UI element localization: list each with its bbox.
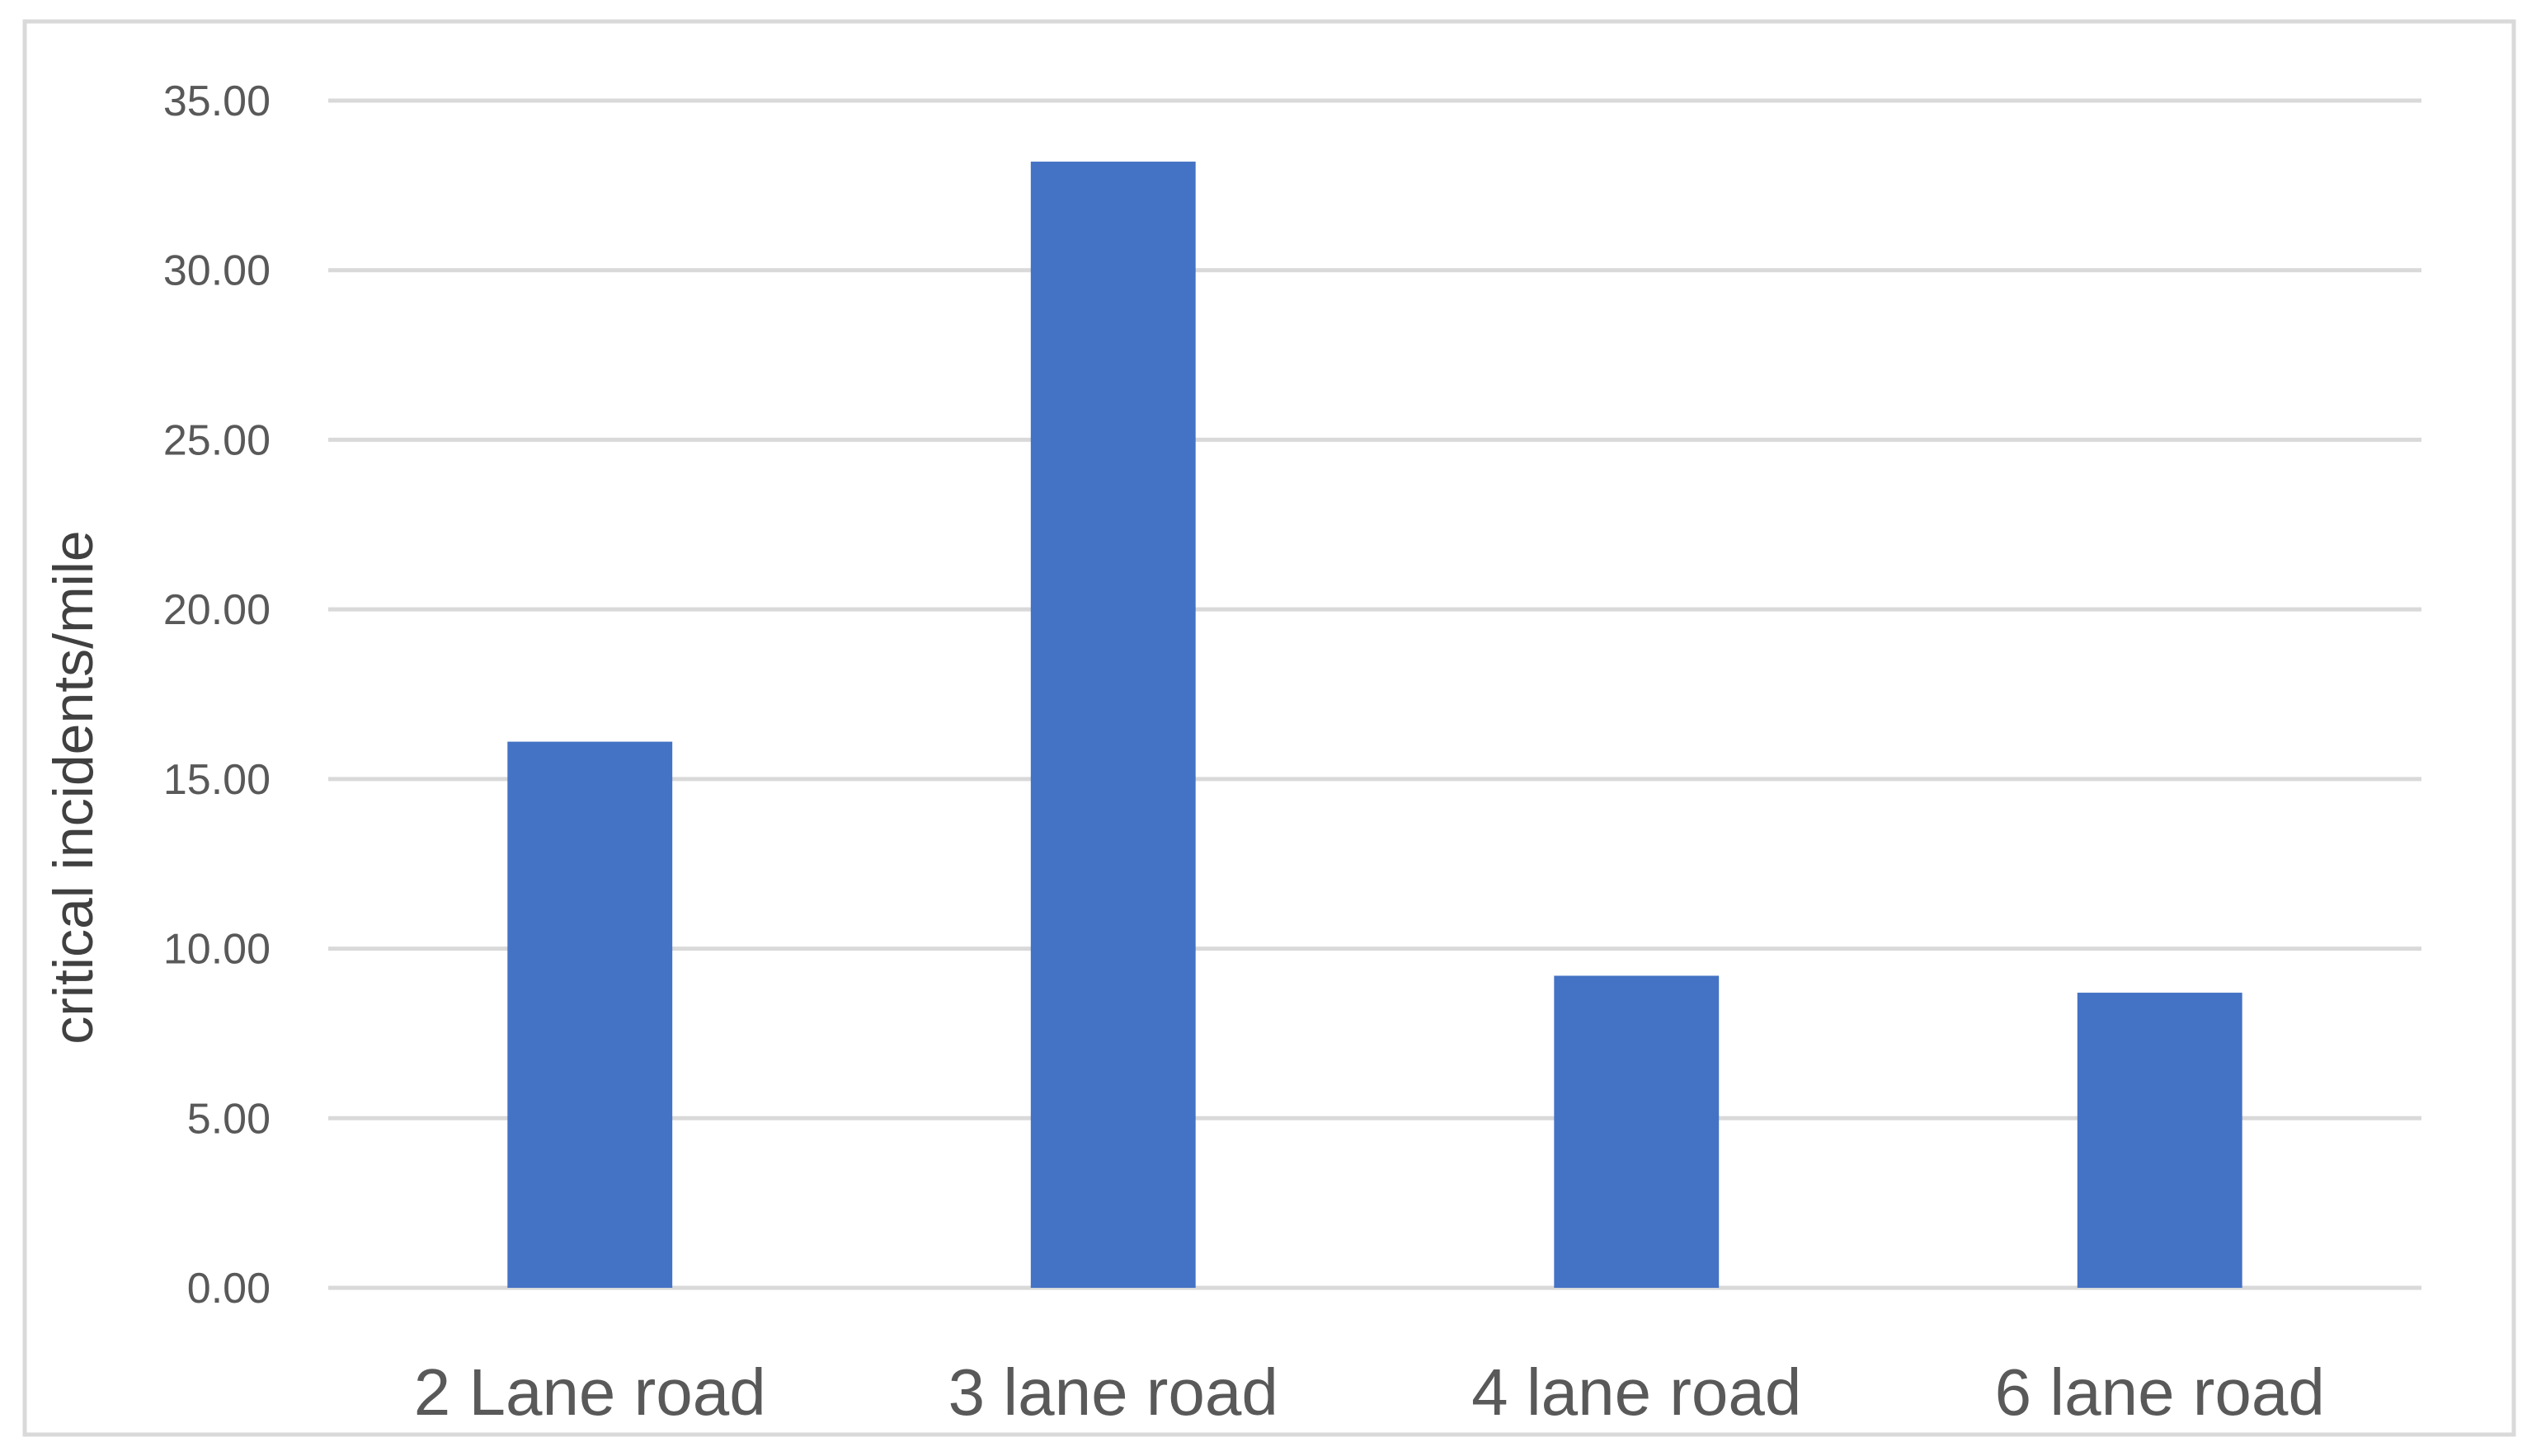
y-axis-title: critical incidents/mile (42, 530, 105, 1045)
y-tick-label: 30.00 (163, 247, 271, 295)
y-tick-label: 15.00 (163, 756, 271, 804)
y-tick-label: 35.00 (163, 77, 271, 125)
bars (507, 162, 2242, 1289)
y-tick-label: 5.00 (187, 1095, 271, 1143)
y-tick-label: 20.00 (163, 586, 271, 634)
x-category-label: 6 lane road (1995, 1355, 2325, 1429)
bar (2077, 993, 2242, 1288)
x-category-label: 2 Lane road (414, 1355, 766, 1429)
y-axis-tick-labels: 0.00 5.00 10.00 15.00 20.00 25.00 30.00 35.00 (163, 77, 271, 1313)
y-tick-label: 25.00 (163, 416, 271, 464)
x-category-label: 4 lane road (1471, 1355, 1801, 1429)
x-axis-category-labels: 2 Lane road 3 lane road 4 lane road 6 lane … (414, 1355, 2325, 1429)
bar (1554, 975, 1720, 1288)
bar (507, 741, 673, 1288)
gridlines (328, 98, 2421, 1290)
bar (1030, 162, 1196, 1289)
y-tick-label: 10.00 (163, 926, 271, 974)
y-tick-label: 0.00 (187, 1265, 271, 1313)
x-category-label: 3 lane road (948, 1355, 1278, 1429)
